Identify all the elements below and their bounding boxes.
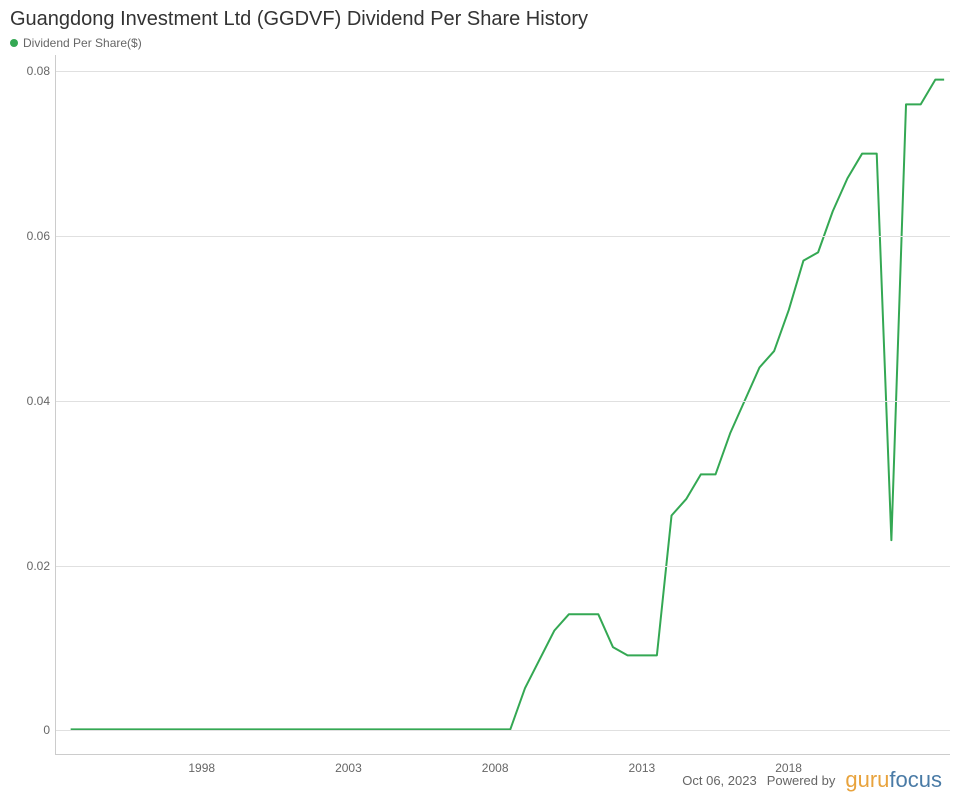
y-gridline	[56, 71, 950, 72]
y-tick-label: 0.08	[10, 64, 50, 78]
line-chart-svg	[56, 55, 950, 754]
legend-dot-icon	[10, 39, 18, 47]
legend: Dividend Per Share($)	[10, 36, 142, 50]
dividend-line	[71, 80, 944, 730]
chart-title: Guangdong Investment Ltd (GGDVF) Dividen…	[10, 8, 588, 31]
brand-part-guru: guru	[845, 767, 889, 792]
x-tick-label: 2003	[335, 761, 362, 775]
y-gridline	[56, 236, 950, 237]
y-tick-label: 0	[10, 723, 50, 737]
y-tick-label: 0.02	[10, 559, 50, 573]
y-gridline	[56, 401, 950, 402]
brand-logo: gurufocus	[845, 767, 942, 793]
brand-part-focus: focus	[889, 767, 942, 792]
y-tick-label: 0.06	[10, 229, 50, 243]
x-tick-label: 2018	[775, 761, 802, 775]
footer-date: Oct 06, 2023	[682, 773, 756, 788]
y-gridline	[56, 730, 950, 731]
y-tick-label: 0.04	[10, 394, 50, 408]
legend-label: Dividend Per Share($)	[23, 36, 142, 50]
x-tick-label: 2013	[629, 761, 656, 775]
x-tick-label: 2008	[482, 761, 509, 775]
x-tick-label: 1998	[188, 761, 215, 775]
plot-area	[55, 55, 950, 755]
chart-footer: Oct 06, 2023 Powered by gurufocus	[682, 767, 942, 793]
y-gridline	[56, 566, 950, 567]
chart-container: Guangdong Investment Ltd (GGDVF) Dividen…	[0, 0, 960, 799]
